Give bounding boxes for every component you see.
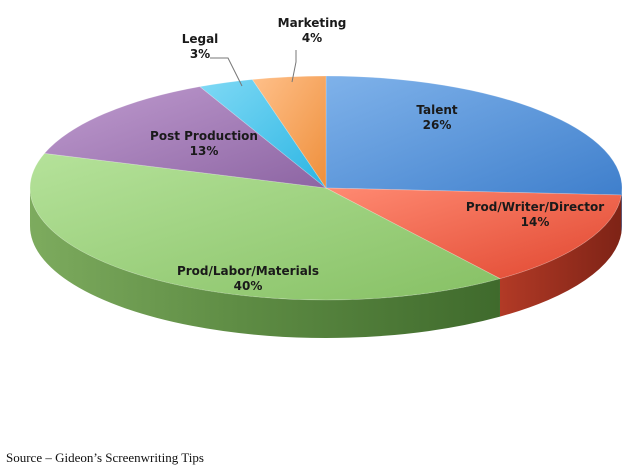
- pie-top-faces: [29, 75, 623, 301]
- pie-side-prod-labor-materials: [30, 188, 500, 338]
- pie-side-talent: [621, 188, 622, 234]
- slice-value-post-production: 13%: [190, 144, 219, 158]
- slice-value-prod-writer-director: 14%: [521, 215, 550, 229]
- source-note: Source – Gideon’s Screenwriting Tips: [6, 450, 204, 465]
- slice-value-talent: 26%: [423, 118, 452, 132]
- slice-label-post-production: Post Production: [150, 129, 258, 143]
- slice-label-prod-writer-director: Prod/Writer/Director: [466, 200, 604, 214]
- slice-label-prod-labor-materials: Prod/Labor/Materials: [177, 264, 319, 278]
- slice-value-prod-labor-materials: 40%: [234, 279, 263, 293]
- pie-slice-prod-writer-director: [325, 187, 622, 280]
- leader-line-marketing: [291, 50, 297, 83]
- leader-line-legal: [210, 57, 243, 87]
- pie-slice-marketing: [251, 75, 327, 190]
- slice-label-talent: Talent: [416, 103, 458, 117]
- pie-side-walls: [30, 188, 622, 338]
- pie-slice-talent: [325, 75, 623, 196]
- pie-slice-post-production: [43, 86, 328, 189]
- slice-label-marketing: Marketing: [278, 16, 347, 30]
- pie-slice-prod-labor-materials: [29, 152, 502, 301]
- pie-slice-legal: [199, 79, 327, 189]
- slice-value-marketing: 4%: [302, 31, 322, 45]
- leader-lines: [210, 50, 297, 87]
- pie-side-prod-writer-director: [499, 195, 622, 317]
- slice-label-legal: Legal: [182, 32, 219, 46]
- slice-value-legal: 3%: [190, 47, 210, 61]
